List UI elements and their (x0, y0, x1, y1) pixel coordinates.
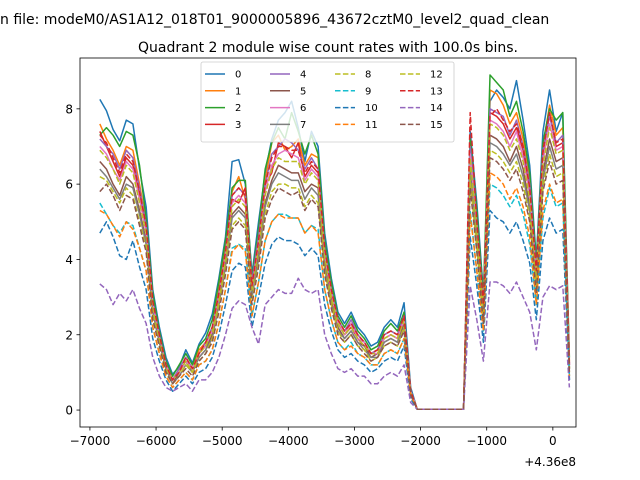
legend-box (200, 61, 455, 143)
legend-label: 15 (430, 120, 443, 131)
x-axis: −7000 −6000 −5000 −4000 −3000 −2000 −1000 0 (70, 427, 557, 448)
x-tick-label: −6000 (136, 434, 177, 448)
chart-title: Quadrant 2 module wise count rates with … (138, 40, 518, 56)
series-line-14 (99, 277, 571, 411)
legend-label: 1 (235, 86, 241, 97)
x-offset-label: +4.36e8 (524, 455, 576, 469)
series-line-2 (99, 74, 571, 411)
legend-label: 11 (365, 120, 378, 131)
legend-label: 0 (235, 70, 241, 81)
legend-label: 5 (300, 86, 306, 97)
series-line-11 (99, 172, 571, 411)
series-line-15 (99, 157, 571, 411)
legend-label: 12 (430, 70, 443, 81)
series-layer (99, 74, 571, 411)
legend-label: 9 (365, 86, 371, 97)
series-line-12 (99, 123, 571, 411)
legend-label: 14 (430, 103, 443, 114)
series-line-10 (99, 209, 571, 411)
chart-suptitle: n file: modeM0/AS1A12_018T01_9000005896_… (0, 12, 549, 28)
legend-label: 4 (300, 70, 306, 81)
x-tick-label: −1000 (466, 434, 507, 448)
y-tick-label: 4 (65, 253, 73, 267)
x-tick-label: −5000 (202, 434, 243, 448)
series-line-13 (99, 108, 571, 411)
axes-frame (79, 57, 577, 428)
legend-label: 3 (235, 120, 241, 131)
y-tick-label: 0 (65, 404, 73, 418)
x-tick-label: −3000 (334, 434, 375, 448)
y-tick-label: 2 (65, 328, 73, 342)
x-tick-label: −4000 (268, 434, 309, 448)
legend-label: 2 (235, 103, 241, 114)
legend-label: 8 (365, 70, 371, 81)
legend-label: 6 (300, 103, 306, 114)
y-tick-label: 6 (65, 178, 73, 192)
x-tick-label: −7000 (70, 434, 111, 448)
legend-label: 13 (430, 86, 443, 97)
y-axis: 0 2 4 6 8 (65, 102, 80, 418)
y-tick-label: 8 (65, 102, 73, 116)
legend-label: 7 (300, 120, 306, 131)
legend-label: 10 (365, 103, 378, 114)
x-tick-label: 0 (549, 434, 557, 448)
x-tick-label: −2000 (400, 434, 441, 448)
